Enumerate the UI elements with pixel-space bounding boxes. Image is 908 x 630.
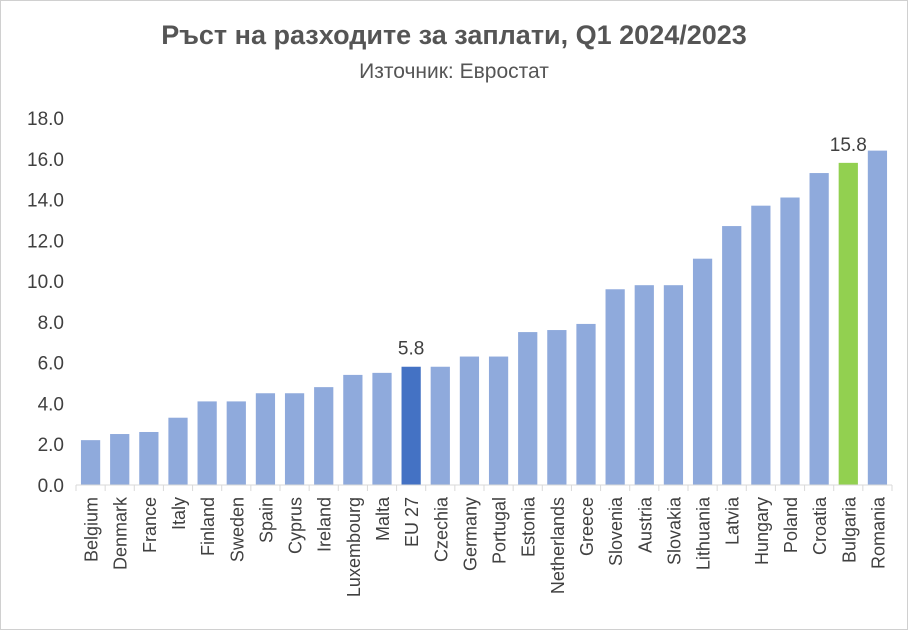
x-tick-label: Greece [577, 497, 597, 556]
bar-czechia [430, 366, 450, 485]
bar-slovenia [605, 289, 625, 485]
bar-sweden [226, 401, 246, 485]
x-tick-label: Latvia [723, 496, 743, 545]
y-tick-label: 10.0 [27, 272, 64, 293]
data-label: 5.8 [398, 339, 424, 360]
bar-lithuania [692, 258, 713, 485]
y-tick-label: 4.0 [38, 394, 64, 415]
bar-romania [867, 150, 888, 485]
bar-netherlands [547, 330, 567, 485]
bar-germany [459, 356, 480, 485]
bar-ireland [314, 387, 334, 485]
y-tick-label: 0.0 [38, 476, 64, 497]
bar-france [139, 431, 159, 485]
x-tick-label: Finland [198, 497, 218, 556]
bar-denmark [110, 434, 130, 485]
bar-luxembourg [343, 374, 363, 485]
x-tick-label: Ireland [315, 497, 335, 552]
chart-subtitle: Източник: Евростат [359, 60, 549, 83]
bar-estonia [518, 332, 538, 485]
x-tick-label: Malta [373, 496, 393, 541]
x-tick-label: Poland [781, 497, 801, 553]
x-tick-label: Austria [635, 496, 655, 553]
bar-belgium [80, 440, 101, 485]
bar-finland [197, 401, 217, 485]
bar-cyprus [284, 393, 305, 485]
x-tick-label: Estonia [519, 496, 539, 557]
bar-poland [780, 197, 800, 485]
x-tick-label: Portugal [490, 497, 510, 564]
x-tick-label: Slovenia [606, 496, 626, 566]
bar-greece [576, 323, 596, 485]
bar-bulgaria [838, 162, 858, 485]
y-tick-label: 2.0 [38, 435, 64, 456]
data-label: 15.8 [830, 135, 867, 156]
bar-hungary [751, 205, 771, 485]
x-tick-label: France [140, 497, 160, 553]
x-tick-label: Sweden [227, 497, 247, 562]
y-tick-label: 14.0 [27, 191, 64, 212]
bar-croatia [809, 173, 829, 486]
x-tick-label: Croatia [810, 496, 830, 555]
bar-italy [168, 417, 188, 485]
bar-portugal [488, 356, 509, 485]
x-tick-label: Denmark [111, 496, 131, 570]
x-tick-label: Cyprus [286, 497, 306, 554]
bar-austria [634, 285, 654, 485]
x-tick-label: Netherlands [548, 497, 568, 594]
x-tick-label: Spain [256, 497, 276, 543]
x-tick-label: Hungary [752, 497, 772, 565]
x-tick-label: EU 27 [402, 497, 422, 547]
x-tick-label: Slovakia [664, 496, 684, 565]
bar-slovakia [663, 285, 684, 485]
y-tick-label: 16.0 [27, 150, 64, 171]
y-tick-label: 18.0 [27, 109, 64, 130]
x-tick-label: Czechia [431, 496, 451, 562]
bar-eu-27 [401, 366, 421, 485]
x-tick-label: Bulgaria [839, 496, 859, 563]
x-tick-label: Romania [868, 496, 888, 569]
chart-title: Ръст на разходите за заплати, Q1 2024/20… [161, 20, 747, 50]
bar-latvia [722, 226, 742, 486]
x-tick-label: Lithuania [694, 496, 714, 570]
y-tick-label: 12.0 [27, 231, 64, 252]
x-tick-label: Luxembourg [344, 497, 364, 597]
y-tick-label: 6.0 [38, 354, 64, 375]
x-tick-label: Germany [460, 497, 480, 571]
x-tick-label: Belgium [82, 497, 102, 562]
x-tick-label: Italy [169, 497, 189, 530]
bar-malta [372, 372, 392, 485]
bar-spain [255, 393, 276, 485]
y-tick-label: 8.0 [38, 313, 64, 334]
